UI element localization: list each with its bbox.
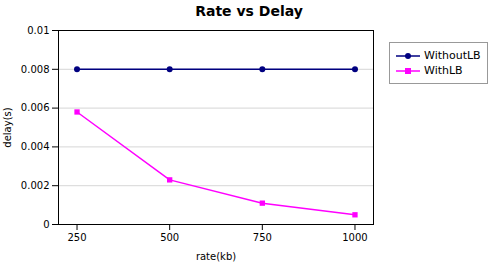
svg-text:750: 750 bbox=[253, 232, 272, 243]
svg-text:delay(s): delay(s) bbox=[2, 107, 13, 147]
svg-text:0.01: 0.01 bbox=[27, 25, 49, 36]
svg-text:250: 250 bbox=[67, 232, 86, 243]
svg-text:0.006: 0.006 bbox=[21, 102, 50, 113]
html-text:WithLB: WithLB bbox=[424, 64, 463, 77]
svg-text:0.004: 0.004 bbox=[21, 141, 50, 152]
svg-text:500: 500 bbox=[160, 232, 179, 243]
html-text:Rate vs Delay: Rate vs Delay bbox=[195, 3, 303, 19]
svg-text:1000: 1000 bbox=[342, 232, 367, 243]
svg-text:rate(kb): rate(kb) bbox=[196, 251, 236, 262]
svg-text:0: 0 bbox=[43, 219, 49, 230]
html-text:WithoutLB: WithoutLB bbox=[424, 49, 481, 62]
svg-text:0.002: 0.002 bbox=[21, 180, 50, 191]
svg-text:0.008: 0.008 bbox=[21, 64, 50, 75]
